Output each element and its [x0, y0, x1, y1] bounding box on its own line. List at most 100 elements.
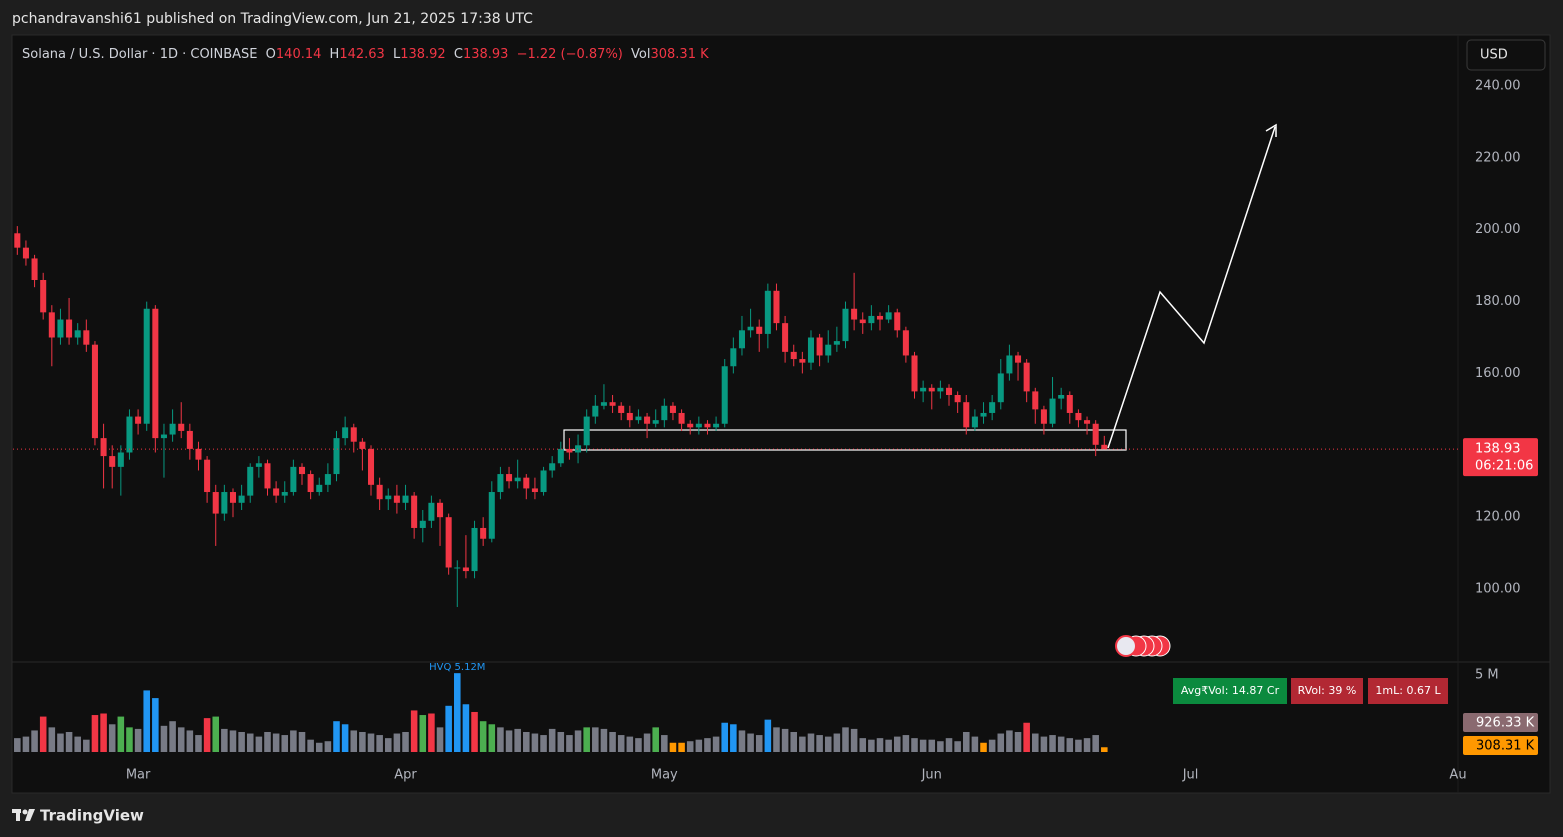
candles — [14, 226, 1108, 608]
volume-bar — [868, 739, 875, 752]
candle-body — [445, 517, 452, 568]
legend-value: 308.31 K — [650, 47, 709, 62]
volume-bar — [971, 736, 979, 752]
candle-body — [816, 337, 823, 356]
legend-key: O — [266, 47, 276, 62]
volume-bar — [876, 738, 884, 752]
candle-body — [592, 405, 599, 417]
y-tick-label: 180.00 — [1475, 294, 1521, 309]
volume-bar — [436, 727, 444, 752]
candle-body — [963, 402, 970, 428]
legend-line: Solana / U.S. Dollar · 1D · COINBASE O14… — [22, 47, 709, 62]
candle-body — [1049, 398, 1056, 424]
candle-body — [652, 420, 659, 424]
symbol-title: Solana / U.S. Dollar · 1D · COINBASE — [22, 47, 258, 62]
volume-bar — [824, 736, 832, 752]
volume-bar — [497, 727, 504, 752]
volume-bar — [290, 730, 297, 752]
projection-arrow — [1107, 126, 1276, 449]
candle-body — [876, 315, 884, 320]
candle-body — [376, 484, 383, 500]
volume-bars — [14, 673, 1108, 752]
candle-body — [1084, 420, 1091, 424]
volume-bar — [980, 742, 987, 752]
volume-bar — [108, 724, 116, 752]
candle-body — [178, 423, 185, 431]
logo-part — [16, 809, 20, 821]
candle-body — [1075, 412, 1082, 421]
candle-body — [31, 258, 38, 281]
y-tick-label: 220.00 — [1475, 150, 1521, 165]
candle-body — [91, 344, 98, 439]
candle-body — [281, 492, 288, 496]
candle-body — [730, 348, 737, 367]
candle-body — [531, 488, 538, 493]
publish-header: pchandravanshi61 published on TradingVie… — [12, 11, 533, 27]
candle-body — [825, 344, 832, 356]
volume-bar — [1023, 722, 1030, 752]
candle-body — [695, 423, 702, 428]
volume-bar — [384, 738, 392, 752]
volume-bar — [83, 739, 90, 752]
chart-panel — [11, 34, 1551, 794]
candle-body — [497, 474, 504, 493]
candle-body — [169, 423, 176, 435]
volume-bar — [238, 731, 245, 752]
volume-bar — [583, 727, 590, 752]
candle-body — [117, 452, 124, 467]
candle-body — [997, 373, 1004, 403]
candle-body — [186, 430, 193, 449]
volume-bar — [229, 730, 237, 752]
stat-badge-label: Avg₹Vol: 14.87 Cr — [1181, 684, 1280, 697]
legend-value: 138.93 — [463, 47, 509, 62]
x-tick-label: Apr — [394, 768, 417, 783]
volume-tick-label: 5 M — [1475, 668, 1499, 683]
legend-value: 142.63 — [339, 47, 385, 62]
candle-body — [255, 463, 262, 467]
candle-body — [971, 416, 978, 428]
volume-bar — [523, 731, 530, 752]
x-tick-label: Jul — [1182, 768, 1199, 783]
candle-body — [488, 492, 495, 539]
volume-bar — [962, 731, 970, 752]
candle-body — [911, 355, 918, 392]
candle-body — [618, 405, 625, 413]
volume-bar — [816, 735, 823, 752]
candle-body — [83, 330, 90, 345]
volume-bar — [661, 735, 668, 752]
candle-body — [506, 474, 513, 482]
volume-bar — [919, 739, 927, 752]
currency-button[interactable] — [1466, 39, 1546, 71]
last-price-box — [1463, 438, 1538, 477]
candle-body — [298, 466, 306, 475]
candle-body — [385, 495, 392, 500]
volume-bar — [152, 698, 159, 752]
legend-value: 140.14 — [276, 47, 322, 62]
volume-bar — [307, 739, 314, 752]
candle-body — [738, 330, 745, 349]
candle-body — [842, 308, 849, 342]
candle-body — [74, 330, 81, 338]
candle-body — [135, 416, 142, 424]
candle-body — [557, 448, 564, 464]
candle-body — [109, 456, 116, 467]
candle-body — [212, 492, 219, 514]
volume-bar — [721, 722, 728, 752]
volume-bar — [773, 727, 780, 752]
volume-bar — [704, 738, 711, 752]
volume-bar — [376, 735, 383, 752]
volume-bar — [755, 735, 763, 752]
volume-bar — [117, 716, 125, 752]
candle-body — [575, 445, 582, 453]
volume-bar — [514, 728, 521, 752]
volume-bar — [747, 733, 754, 752]
volume-bar — [730, 724, 737, 752]
candle-body — [273, 488, 280, 496]
stat-badge — [1368, 678, 1448, 704]
volume-bar — [928, 739, 936, 752]
candle-body — [661, 405, 668, 421]
candle-body — [1015, 355, 1022, 363]
volume-bar — [1066, 738, 1074, 752]
volume-bar — [31, 730, 38, 752]
volume-bar — [678, 742, 685, 752]
